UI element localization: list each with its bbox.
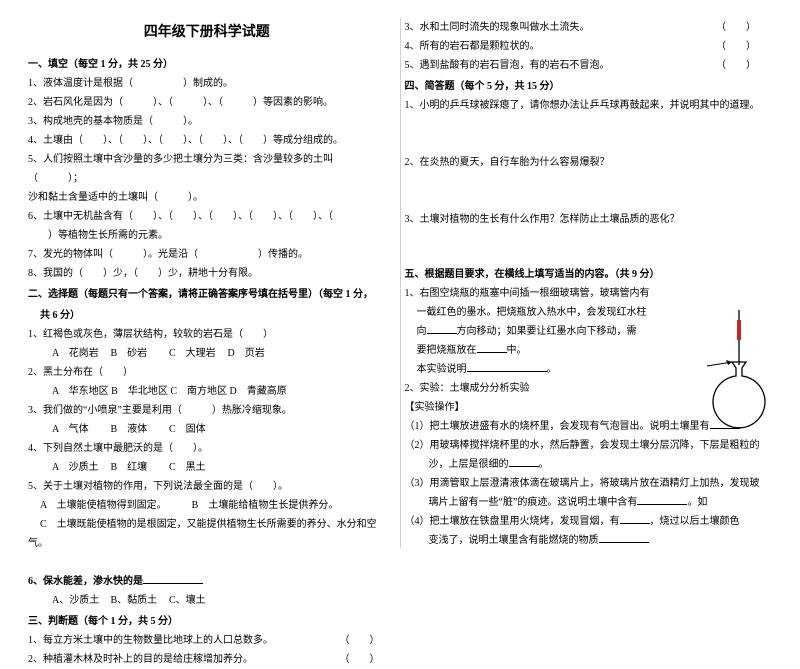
opt-b: B、黏质土 xyxy=(111,591,167,610)
q5-1a: 1、右图空烧瓶的瓶塞中间插一根细玻璃管，玻璃管内有 xyxy=(405,284,763,303)
q2-1-opts: A 花岗岩 B 砂岩 C 大理岩 D 页岩 xyxy=(28,344,386,363)
q1-4: 4、土壤由（ ）、（ ）、（ ）、（ ）、（ ）等成分组成的。 xyxy=(28,131,386,150)
section-5-head: 五、根据题目要求，在横线上填写适当的内容。（共 9 分） xyxy=(405,265,763,284)
exp-4a: （4）把土壤放在铁盘里用火烧烤，发现冒烟，有，烧过以后土壤颜色 xyxy=(405,512,763,531)
exp-3a: （3）用滴管取上层澄清液体滴在玻璃片上，将玻璃片放在酒精灯上加热，发现玻 xyxy=(405,474,763,493)
q2-4: 4、下列自然土壤中最肥沃的是（ ）。 xyxy=(28,439,386,458)
judge-paren: （ ） xyxy=(716,37,762,56)
column-divider xyxy=(400,18,401,548)
q1-7: 7、发光的物体叫（ ）。光是沿（ ）传播的。 xyxy=(28,245,386,264)
q2-1: 1、红褐色或灰色，薄层状结构，较软的岩石是（ ） xyxy=(28,325,386,344)
opt-b: B 砂岩 xyxy=(111,344,167,363)
judge-paren: （ ） xyxy=(340,650,386,669)
q1-5b: 沙和黏土含量适中的土壤叫（ ）。 xyxy=(28,188,386,207)
flask-diagram-icon xyxy=(704,310,774,440)
opt-a: A 华东地区 xyxy=(52,382,109,401)
opt-a: A 花岗岩 xyxy=(52,344,108,363)
section-4-head: 四、简答题（每个 5 分，共 15 分） xyxy=(405,77,763,96)
q1-6b: ）等植物生长所需的元素。 xyxy=(28,226,386,245)
opt-c: C 大理岩 xyxy=(169,344,225,363)
q3-5: 5、遇到盐酸有的岩石冒泡，有的岩石不冒泡。（ ） xyxy=(405,56,763,75)
red-liquid xyxy=(737,320,741,340)
section-3-head: 三、判断题（每个 1 分，共 5 分） xyxy=(28,612,386,631)
blank-line xyxy=(28,553,386,572)
section-2-head-a: 二、选择题（每题只有一个答案，请将正确答案序号填在括号里）（每空 1 分， xyxy=(28,285,386,304)
opt-b: B 红壤 xyxy=(111,458,167,477)
right-column: 3、水和土同时流失的现象叫做水土流失。（ ） 4、所有的岩石都是颗粒状的。（ ）… xyxy=(405,18,773,548)
q1-6a: 6、土壤中无机盐含有（ ）、（ ）、（ ）、（ ）、（ ）、（ xyxy=(28,207,386,226)
q2-5a: A 土壤能使植物得到固定。 B 土壤能给植物生长提供养分。 xyxy=(28,496,386,515)
exam-title: 四年级下册科学试题 xyxy=(28,18,386,45)
q3-3: 3、水和土同时流失的现象叫做水土流失。（ ） xyxy=(405,18,763,37)
exp-4c: 变浅了，说明土壤里含有能燃烧的物质 xyxy=(405,531,763,550)
q2-5: 5、关于土壤对植物的作用，下列说法最全面的是（ ）。 xyxy=(28,477,386,496)
section-1-head: 一、填空（每空 1 分，共 25 分） xyxy=(28,55,386,74)
opt-d: D 页岩 xyxy=(228,344,284,363)
opt-a: A 气体 xyxy=(52,420,108,439)
opt-a: A 沙质土 xyxy=(52,458,108,477)
q2-6: 6、保水能差，渗水快的是 xyxy=(28,572,386,591)
opt-c: C 黑土 xyxy=(169,458,225,477)
opt-b: B 液体 xyxy=(111,420,167,439)
q2-3: 3、我们做的“小喷泉”主要是利用（ ）热胀冷缩现象。 xyxy=(28,401,386,420)
q3-4: 4、所有的岩石都是颗粒状的。（ ） xyxy=(405,37,763,56)
judge-paren: （ ） xyxy=(716,18,762,37)
exp-2b: 沙，上层是很细的。 xyxy=(405,455,763,474)
left-column: 四年级下册科学试题 一、填空（每空 1 分，共 25 分） 1、液体温度计是根据… xyxy=(28,18,396,548)
q1-8: 8、我国的（ ）少，（ ）少，耕地十分有限。 xyxy=(28,264,386,283)
opt-d: D 青藏高原 xyxy=(230,382,287,401)
q3-2: 2、种植灌木林及时补上的目的是给庄稼增加养分。（ ） xyxy=(28,650,386,669)
q4-3: 3、土壤对植物的生长有什么作用？怎样防止土壤品质的恶化？ xyxy=(405,210,763,229)
q1-2: 2、岩石风化是因为（ ）、（ ）、（ ）等因素的影响。 xyxy=(28,93,386,112)
q1-1: 1、液体温度计是根据（ ）制成的。 xyxy=(28,74,386,93)
q1-3: 3、构成地壳的基本物质是（ ）。 xyxy=(28,112,386,131)
q2-2-opts: A 华东地区 B 华北地区 C 南方地区 D 青藏高原 xyxy=(28,382,386,401)
q2-2: 2、黑土分布在（ ） xyxy=(28,363,386,382)
opt-c: C 南方地区 xyxy=(170,382,227,401)
q2-6-opts: A、沙质土 B、黏质土 C、壤土 xyxy=(28,591,386,610)
opt-b: B 华北地区 xyxy=(111,382,168,401)
q2-5b: C 土壤既能使植物的是根固定，又能提供植物生长所需要的养分、水分和空气。 xyxy=(28,515,386,553)
section-2-head-b: 共 6 分） xyxy=(28,306,386,325)
judge-paren: （ ） xyxy=(716,56,762,75)
q3-1: 1、每立方米土壤中的生物数量比地球上的人口总数多。（ ） xyxy=(28,631,386,650)
q4-2: 2、在炎热的夏天，自行车胎为什么容易爆裂？ xyxy=(405,153,763,172)
opt-c: C、壤土 xyxy=(169,591,225,610)
judge-paren: （ ） xyxy=(340,631,386,650)
q1-5a: 5、人们按照土壤中含沙量的多少把土壤分为三类：含沙量较多的土叫（ ）； xyxy=(28,150,386,188)
q2-4-opts: A 沙质土 B 红壤 C 黑土 xyxy=(28,458,386,477)
q2-3-opts: A 气体 B 液体 C 固体 xyxy=(28,420,386,439)
opt-a: A、沙质土 xyxy=(52,591,108,610)
q4-1: 1、小明的乒乓球被踩瘪了，请你想办法让乒乓球再鼓起来，并说明其中的道理。 xyxy=(405,96,763,115)
exp-3b: 璃片上留有一些“脏”的痕迹。这说明土壤中含有。如 xyxy=(405,493,763,512)
opt-c: C 固体 xyxy=(169,420,225,439)
